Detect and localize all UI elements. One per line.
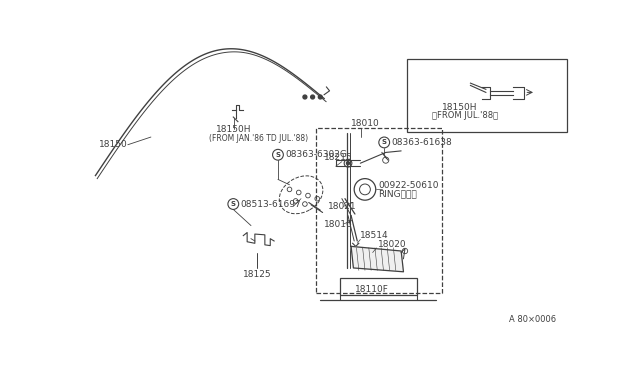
Text: S: S (275, 152, 280, 158)
Circle shape (346, 162, 349, 165)
Text: 18514: 18514 (360, 231, 389, 240)
Text: 18021: 18021 (328, 202, 356, 211)
Text: 18020: 18020 (378, 240, 406, 249)
Bar (340, 278, 417, 295)
Bar (316, 128, 442, 293)
Text: 08363-61638: 08363-61638 (391, 138, 452, 147)
Text: 18215: 18215 (324, 153, 353, 162)
Text: 08513-61697: 08513-61697 (240, 199, 301, 209)
Text: 18110F: 18110F (355, 285, 389, 294)
Text: 18125: 18125 (243, 270, 272, 279)
Text: 18016: 18016 (324, 219, 353, 228)
Text: 18150H: 18150H (442, 103, 477, 112)
Text: S: S (381, 140, 387, 145)
Circle shape (318, 95, 322, 99)
Text: 18150H: 18150H (216, 125, 252, 134)
Circle shape (310, 95, 314, 99)
Text: 18010: 18010 (351, 119, 380, 128)
Text: S: S (231, 201, 236, 207)
Text: 18150: 18150 (99, 140, 127, 149)
Polygon shape (351, 246, 403, 272)
Bar (406, 58, 566, 132)
Text: A 80×0006: A 80×0006 (509, 315, 556, 324)
Text: RINGリング: RINGリング (378, 189, 417, 199)
Text: 00922-50610: 00922-50610 (378, 181, 438, 190)
Text: 08363-6302G: 08363-6302G (285, 150, 347, 159)
Text: 〈FROM JUL.'88〉: 〈FROM JUL.'88〉 (432, 111, 498, 120)
Text: (FROM JAN.'86 TD JUL.'88): (FROM JAN.'86 TD JUL.'88) (209, 134, 308, 143)
Circle shape (303, 95, 307, 99)
